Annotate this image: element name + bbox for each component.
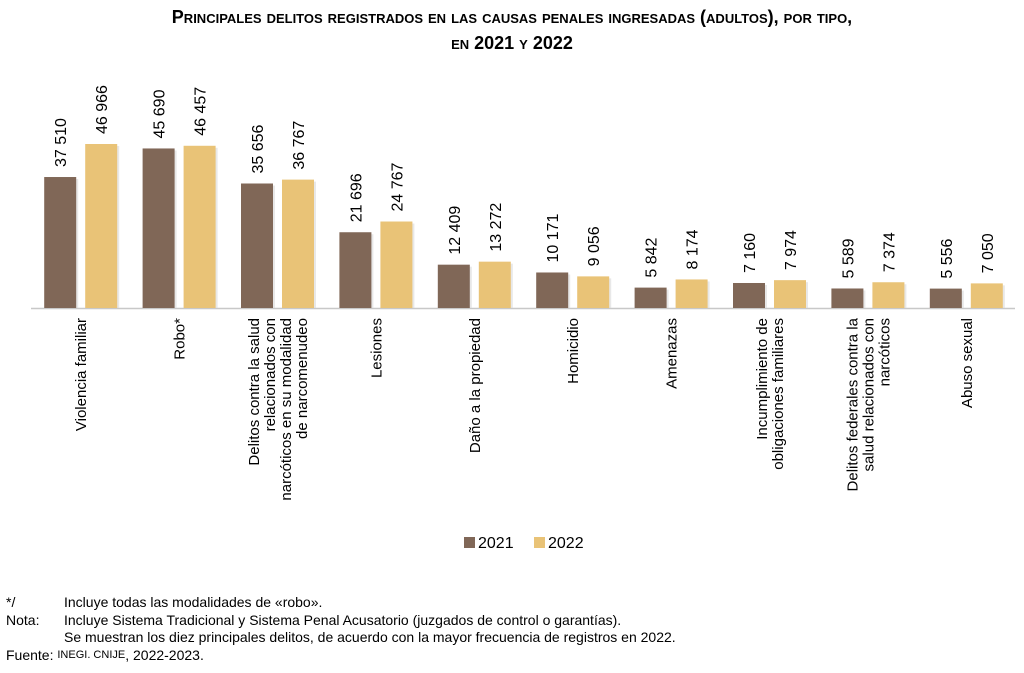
bar-2021 bbox=[733, 282, 765, 308]
bar-2021 bbox=[437, 264, 470, 308]
legend-swatch-2021 bbox=[464, 537, 475, 548]
bar-2021 bbox=[929, 288, 962, 308]
bar-2022 bbox=[872, 282, 905, 308]
footnotes: */ Incluye todas las modalidades de «robo… bbox=[6, 594, 676, 664]
bar-2022 bbox=[85, 144, 118, 308]
category-label: Incumplimiento de bbox=[754, 318, 771, 440]
data-label-2022: 7 374 bbox=[881, 232, 898, 272]
category-label: narcóticos en su modalidad bbox=[278, 318, 295, 501]
bar-2022 bbox=[675, 279, 708, 308]
data-label-2021: 21 696 bbox=[348, 173, 365, 222]
category-label: de narcomenudeo bbox=[294, 318, 311, 439]
bar-2021 bbox=[142, 148, 175, 308]
category-label: Abuso sexual bbox=[959, 318, 976, 408]
fuente-org: INEGI. CNIJE bbox=[57, 648, 126, 661]
category-label: Robo* bbox=[172, 318, 189, 360]
category-label: relacionados con bbox=[262, 318, 279, 431]
category-label: Daño a la propiedad bbox=[467, 318, 484, 453]
bar-2021 bbox=[241, 183, 273, 308]
bar-2021 bbox=[634, 287, 667, 308]
category-label: obligaciones familiares bbox=[770, 318, 787, 470]
robo-note: Incluye todas las modalidades de «robo». bbox=[64, 594, 323, 610]
data-label-2021: 45 690 bbox=[152, 89, 169, 138]
data-label-2022: 46 966 bbox=[94, 85, 111, 134]
bar-2022 bbox=[774, 280, 806, 308]
data-label-2021: 35 656 bbox=[250, 124, 267, 173]
legend-label-2022: 2022 bbox=[548, 535, 584, 552]
bar-2022 bbox=[478, 261, 511, 308]
bar-2021 bbox=[339, 232, 372, 308]
fuente-key: Fuente: bbox=[6, 646, 54, 663]
category-label: Lesiones bbox=[368, 318, 385, 378]
category-label: Delitos federales contra la bbox=[844, 317, 861, 491]
legend-swatch-2022 bbox=[534, 537, 545, 548]
category-label: Amenazas bbox=[664, 318, 681, 389]
data-label-2021: 5 556 bbox=[939, 238, 956, 278]
chart-title: Principales delitos registrados en las c… bbox=[0, 4, 1024, 56]
bar-2022 bbox=[380, 221, 413, 308]
data-label-2022: 7 974 bbox=[783, 230, 800, 270]
nota-text-1: Incluye Sistema Tradicional y Sistema Pe… bbox=[64, 611, 622, 628]
bar-chart: 37 510 46 966 Violencia familiar 45 690 46 4… bbox=[31, 85, 1015, 552]
data-label-2021: 37 510 bbox=[53, 118, 70, 167]
category-label: Homicidio bbox=[565, 318, 582, 384]
category-label: salud relacionados con bbox=[860, 318, 877, 471]
data-label-2021: 10 171 bbox=[545, 213, 562, 262]
data-label-2022: 13 272 bbox=[488, 203, 505, 252]
title-line-1: Principales delitos registrados en las c… bbox=[171, 7, 853, 27]
bar-2021 bbox=[831, 288, 864, 308]
data-label-2022: 36 767 bbox=[291, 121, 308, 170]
category-label: Violencia familiar bbox=[73, 318, 90, 431]
data-label-2022: 7 050 bbox=[980, 233, 997, 273]
category-label: narcóticos bbox=[876, 318, 893, 386]
bar-2022 bbox=[183, 145, 216, 308]
bar-2022 bbox=[282, 179, 314, 308]
nota-key: Nota: bbox=[6, 611, 40, 628]
title-line-2: en 2021 y 2022 bbox=[451, 33, 573, 53]
data-label-2022: 9 056 bbox=[586, 226, 603, 266]
data-label-2021: 12 409 bbox=[447, 206, 464, 255]
data-label-2022: 46 457 bbox=[193, 87, 210, 136]
legend-label-2021: 2021 bbox=[478, 535, 514, 552]
fuente-years: , 2022-2023. bbox=[125, 646, 204, 663]
data-label-2022: 8 174 bbox=[685, 229, 702, 269]
data-label-2022: 24 767 bbox=[389, 162, 406, 211]
nota-text-2: Se muestran los diez principales delitos… bbox=[64, 629, 676, 645]
data-label-2021: 5 589 bbox=[840, 238, 857, 278]
category-label: Delitos contra la salud bbox=[246, 318, 263, 466]
robo-note-key: */ bbox=[6, 594, 16, 610]
bar-2021 bbox=[536, 272, 569, 308]
bar-2022 bbox=[970, 283, 1003, 308]
bar-2022 bbox=[577, 276, 610, 308]
bar-2021 bbox=[44, 177, 77, 308]
data-label-2021: 5 842 bbox=[644, 237, 661, 277]
data-label-2021: 7 160 bbox=[742, 233, 759, 273]
